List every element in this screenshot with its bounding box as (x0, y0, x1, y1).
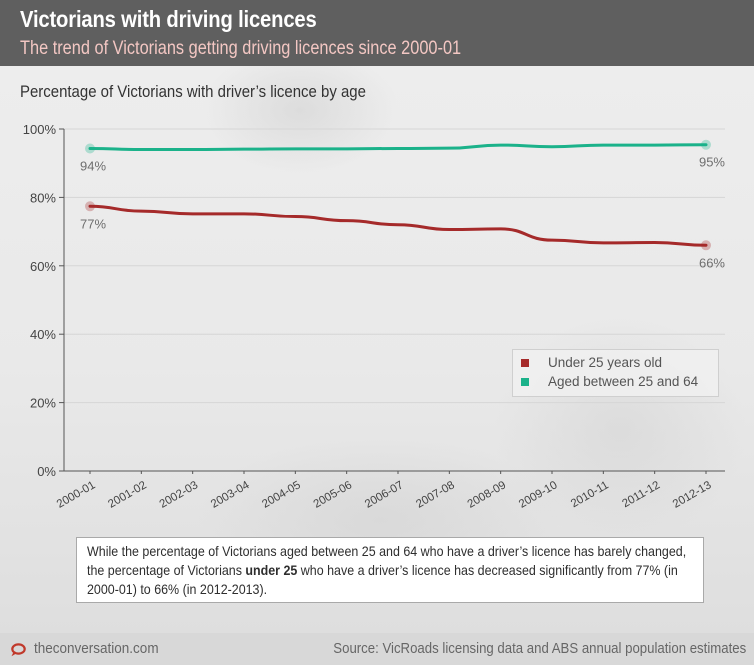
note-text-part: who have a driver’s licence has decrease… (87, 562, 678, 597)
data-label: 77% (80, 216, 106, 231)
source-credit: Source: VicRoads licensing data and ABS … (333, 640, 746, 657)
legend-label: Aged between 25 and 64 (548, 374, 699, 389)
y-tick-label: 0% (37, 464, 56, 479)
page-subtitle: The trend of Victorians getting driving … (20, 38, 462, 59)
speech-bubble-icon (11, 643, 26, 657)
x-tick-label: 2003-04 (209, 479, 252, 511)
y-tick-label: 40% (30, 327, 56, 342)
data-label: 94% (80, 158, 106, 173)
series-lines (85, 139, 711, 251)
legend: Under 25 years old Aged between 25 and 6… (512, 349, 719, 397)
x-tick-label: 2002-03 (158, 479, 201, 511)
x-tick-label: 2000-01 (55, 479, 98, 511)
x-tick-label: 2007-08 (414, 479, 457, 511)
y-axis: 0% 20% 40% 60% 80% 100% (23, 122, 65, 479)
data-point (701, 139, 711, 150)
series-line-aged-25-64 (88, 143, 708, 152)
series-line-under-25 (88, 204, 708, 247)
data-point (85, 143, 95, 154)
y-tick-label: 60% (30, 259, 56, 274)
chart-title: Percentage of Victorians with driver’s l… (20, 82, 366, 101)
legend-swatch-25-to-64 (521, 378, 529, 386)
data-point (701, 240, 711, 251)
page-title: Victorians with driving licences (20, 6, 317, 32)
x-tick-label: 2011-12 (620, 479, 662, 510)
data-point (85, 201, 95, 212)
x-tick-label: 2004-05 (260, 479, 303, 511)
legend-label: Under 25 years old (548, 355, 663, 370)
site-link[interactable]: theconversation.com (34, 640, 159, 657)
data-label: 66% (699, 255, 725, 270)
x-tick-label: 2006-07 (363, 479, 406, 511)
data-labels: 77% 66% 94% 95% (80, 155, 725, 271)
y-tick-label: 80% (30, 190, 56, 205)
x-tick-label: 2001-02 (106, 479, 149, 511)
x-tick-label: 2008-09 (466, 479, 509, 511)
summary-text: While the percentage of Victorians aged … (87, 542, 701, 599)
y-tick-label: 100% (23, 122, 57, 137)
gridlines (64, 128, 725, 404)
footer: theconversation.com Source: VicRoads lic… (0, 633, 754, 665)
header: Victorians with driving licences The tre… (0, 0, 754, 66)
legend-swatch-under-25 (521, 359, 529, 367)
note-emphasis: under 25 (245, 562, 298, 578)
y-tick-label: 20% (30, 396, 56, 411)
line-chart: 0% 20% 40% 60% 80% 100% 2000-01 2001-02 2002-03… (23, 122, 726, 511)
summary-note: While the percentage of Victorians aged … (76, 537, 704, 603)
x-axis: 2000-01 2001-02 2002-03 2003-04 2004-05 2005-… (55, 470, 725, 511)
x-tick-label: 2010-11 (569, 479, 611, 510)
data-label: 95% (699, 155, 725, 170)
x-tick-label: 2012-13 (671, 479, 714, 511)
note-text-part: While the percentage of Victorians aged … (87, 543, 687, 578)
x-tick-label: 2009-10 (517, 479, 560, 511)
x-tick-label: 2005-06 (312, 479, 355, 511)
